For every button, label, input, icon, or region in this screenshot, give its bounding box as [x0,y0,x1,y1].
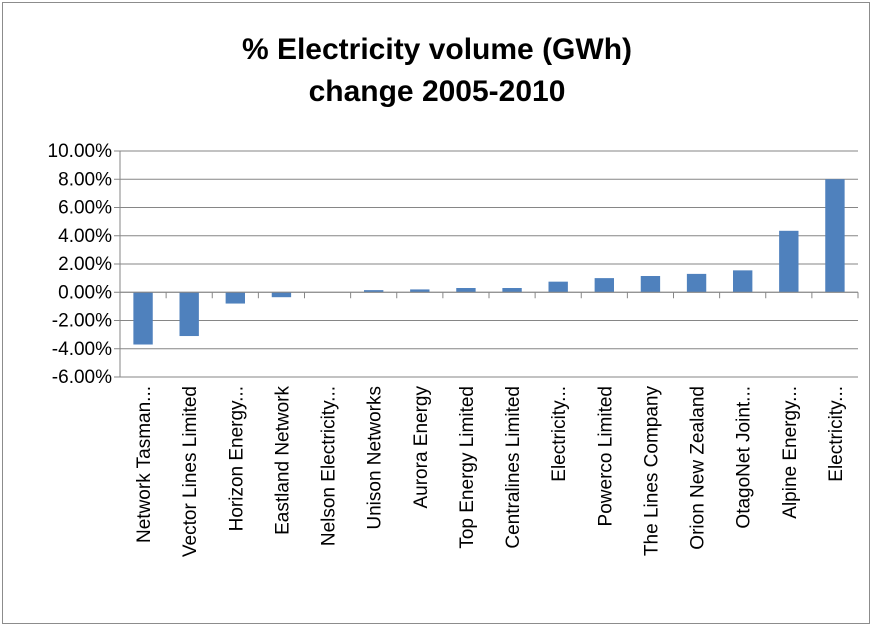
bar [594,278,614,293]
bar [733,270,753,293]
category-label: Unison Networks [365,386,386,530]
category-label: Top Energy Limited [457,386,478,549]
y-tick-label: 8.00% [58,169,112,190]
bar [502,288,522,293]
y-tick-label: -6.00% [52,367,112,388]
bar [364,290,384,293]
category-label: Electricity... [826,386,847,482]
category-label: Powerco Limited [595,386,616,526]
y-tick-label: 6.00% [58,198,112,219]
category-label: The Lines Company [641,386,662,557]
category-label: Centralines Limited [503,386,524,549]
bar [640,276,661,293]
category-label: Nelson Electricity... [319,386,340,546]
y-tick-label: 10.00% [48,141,113,162]
bar [825,179,845,293]
category-label: Electricity... [549,386,570,482]
bar [779,230,799,293]
category-label: Network Tasman... [134,386,155,543]
bar [548,281,568,293]
bar [410,289,430,293]
bar [271,292,292,298]
y-tick-label: 2.00% [58,254,112,275]
category-label: Aurora Energy [411,386,432,509]
y-tick-label: 0.00% [58,282,112,303]
bar [456,288,476,293]
bar [225,292,245,304]
category-label: Horizon Energy... [226,386,247,531]
chart-title-line-2: change 2005-2010 [308,75,566,108]
bar [133,292,153,345]
category-label: Vector Lines Limited [180,386,201,557]
category-label: Alpine Energy... [780,386,801,519]
chart-title-line-1: % Electricity volume (GWh) [241,33,633,66]
bar [179,292,199,337]
bar [686,273,707,293]
y-tick-label: 4.00% [58,226,112,247]
y-tick-label: -4.00% [52,339,112,360]
y-tick-label: -2.00% [52,311,112,332]
category-label: Orion New Zealand [688,386,709,550]
category-label: OtagoNet Joint... [734,386,755,529]
category-label: Eastland Network [272,386,293,535]
